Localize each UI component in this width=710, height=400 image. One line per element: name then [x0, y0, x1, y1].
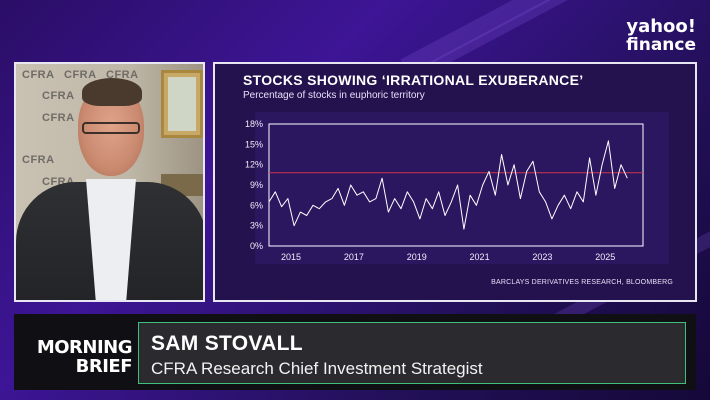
guest-title: CFRA Research Chief Investment Strategis… — [151, 359, 483, 378]
chart-subtitle: Percentage of stocks in euphoric territo… — [243, 90, 425, 101]
backdrop-label: CFRA — [22, 69, 55, 81]
guest-name: SAM STOVALL — [151, 332, 303, 355]
x-tick-label: 2021 — [470, 252, 490, 262]
y-tick-label: 3% — [250, 221, 263, 231]
brand-line2: finance — [626, 35, 696, 55]
backdrop-label: CFRA — [22, 154, 55, 166]
chart-source: BARCLAYS DERIVATIVES RESEARCH, BLOOMBERG — [491, 279, 673, 286]
plot-background — [255, 112, 669, 264]
show-logo: MORNING BRIEF — [26, 337, 133, 377]
show-logo-line2: BRIEF — [75, 356, 133, 377]
guest-video-feed: CFRA CFRA CFRA CFRA CFRA CFRA CFRA — [14, 62, 205, 302]
y-tick-label: 9% — [250, 180, 263, 190]
y-tick-label: 15% — [245, 139, 263, 149]
shirt — [86, 179, 136, 300]
wall-painting — [161, 70, 203, 138]
y-tick-label: 18% — [245, 119, 263, 129]
glasses — [82, 122, 140, 134]
x-tick-label: 2019 — [407, 252, 427, 262]
backdrop-label: CFRA — [42, 90, 75, 102]
y-tick-label: 0% — [250, 241, 263, 251]
x-tick-label: 2017 — [344, 252, 364, 262]
series-line — [268, 140, 628, 230]
chart-title: STOCKS SHOWING ‘IRRATIONAL EXUBERANCE’ — [243, 72, 584, 88]
show-logo-line1: MORNING — [36, 337, 133, 358]
y-tick-label: 12% — [245, 160, 263, 170]
name-plate: SAM STOVALL CFRA Research Chief Investme… — [138, 322, 686, 384]
y-tick-label: 6% — [250, 200, 263, 210]
lower-third: MORNING BRIEF SAM STOVALL CFRA Research … — [14, 314, 696, 390]
plot-frame — [268, 123, 644, 247]
guest-hair — [82, 78, 142, 106]
backdrop-label: CFRA — [42, 112, 75, 124]
backdrop-label: CFRA — [64, 69, 97, 81]
chart-panel: 18% 15% 12% 9% 6% 3% 0% 2015 2017 2019 2021 2023 202… — [213, 62, 697, 302]
x-tick-label: 2015 — [281, 252, 301, 262]
line-chart: 18% 15% 12% 9% 6% 3% 0% 2015 2017 2019 2021 2023 202… — [245, 112, 669, 264]
brand-line1: yahoo! — [626, 16, 696, 37]
x-tick-label: 2023 — [532, 252, 552, 262]
brand-logo: yahoo! finance — [626, 16, 696, 55]
x-tick-label: 2025 — [595, 252, 615, 262]
